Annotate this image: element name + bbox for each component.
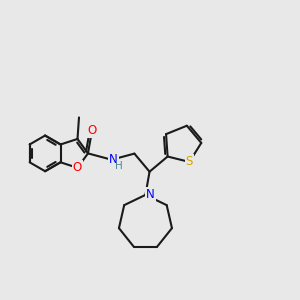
Text: N: N <box>146 188 155 201</box>
Text: O: O <box>73 161 82 174</box>
Text: H: H <box>115 161 123 171</box>
Text: S: S <box>186 155 193 168</box>
Text: O: O <box>87 124 96 137</box>
Text: N: N <box>109 153 118 166</box>
